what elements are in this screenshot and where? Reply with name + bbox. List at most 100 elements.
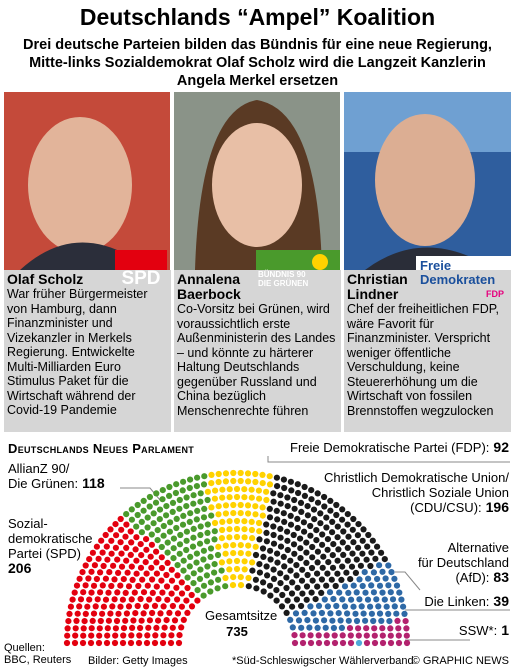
seat (184, 584, 191, 592)
seat (321, 617, 328, 624)
seat (140, 497, 147, 504)
seat (193, 483, 200, 490)
seat (111, 639, 119, 647)
seat (89, 549, 96, 556)
seat (252, 478, 259, 486)
seat (332, 582, 339, 590)
seat (172, 489, 179, 497)
seat (338, 624, 345, 632)
seat (344, 510, 351, 518)
seat (372, 555, 379, 562)
seat (112, 632, 119, 639)
seat (230, 574, 237, 581)
seat (266, 514, 274, 521)
seat (329, 518, 336, 526)
seat (146, 493, 153, 501)
seat (349, 526, 356, 533)
profile-name: Annalena Baerbock (177, 271, 241, 302)
seat (308, 496, 315, 503)
seat (252, 503, 259, 510)
seat (144, 524, 151, 531)
seat (368, 582, 375, 589)
seat (334, 557, 341, 564)
seat (156, 506, 164, 513)
seat (204, 521, 211, 528)
seat (328, 576, 335, 583)
seat (402, 618, 409, 625)
seat (129, 576, 136, 584)
seat (144, 514, 151, 521)
seat (376, 610, 384, 617)
seat (249, 559, 256, 566)
seat (381, 556, 388, 563)
seat (233, 525, 241, 533)
seat (281, 484, 288, 492)
seat (270, 498, 277, 505)
seat (314, 548, 321, 555)
seat (104, 556, 111, 563)
seat (277, 543, 285, 550)
seat (169, 602, 176, 610)
seat (259, 504, 266, 511)
seat (160, 532, 167, 539)
seat (219, 494, 226, 501)
seat (259, 471, 266, 478)
seat (280, 476, 287, 483)
seat (203, 572, 210, 579)
seat (260, 588, 267, 595)
seat (256, 536, 263, 543)
seat (111, 576, 118, 583)
seat (244, 470, 252, 477)
seat (174, 562, 181, 569)
seat (188, 591, 195, 599)
seat (118, 526, 125, 533)
seat (309, 554, 316, 561)
seat (279, 591, 286, 599)
seat (164, 549, 171, 556)
seat (395, 625, 402, 632)
seat (322, 624, 329, 631)
seat (287, 512, 294, 520)
seat (329, 564, 337, 571)
seat (122, 589, 129, 597)
seat (314, 583, 321, 590)
seat (295, 489, 302, 497)
seat (355, 639, 363, 647)
seat (353, 556, 360, 563)
seat (249, 567, 256, 574)
seat (347, 632, 354, 639)
seat (164, 559, 171, 567)
seat (330, 541, 337, 548)
seat (117, 603, 124, 610)
seat (287, 557, 294, 564)
seat (291, 639, 299, 647)
seat (133, 570, 140, 577)
logo-text: DIE GRÜNEN (258, 279, 309, 288)
seat (237, 582, 245, 589)
face (28, 117, 132, 253)
seat (76, 603, 83, 610)
seat (263, 496, 270, 504)
seat (248, 486, 255, 493)
seat (169, 508, 176, 515)
seat (288, 487, 295, 494)
seat (125, 583, 133, 590)
seat (187, 510, 194, 517)
seat (245, 550, 252, 557)
seat (219, 526, 226, 534)
seat (263, 488, 270, 495)
seat (161, 624, 168, 631)
seat (153, 490, 160, 497)
seat (335, 546, 342, 553)
seat (134, 602, 141, 610)
seat (299, 590, 306, 597)
seat (301, 528, 308, 535)
seat (219, 486, 226, 493)
seat (281, 563, 288, 570)
seat (222, 550, 229, 557)
seat (211, 519, 219, 527)
party-name: Die Linken: (424, 594, 490, 609)
seat (293, 596, 300, 603)
seat (233, 565, 241, 573)
seat (211, 569, 218, 576)
